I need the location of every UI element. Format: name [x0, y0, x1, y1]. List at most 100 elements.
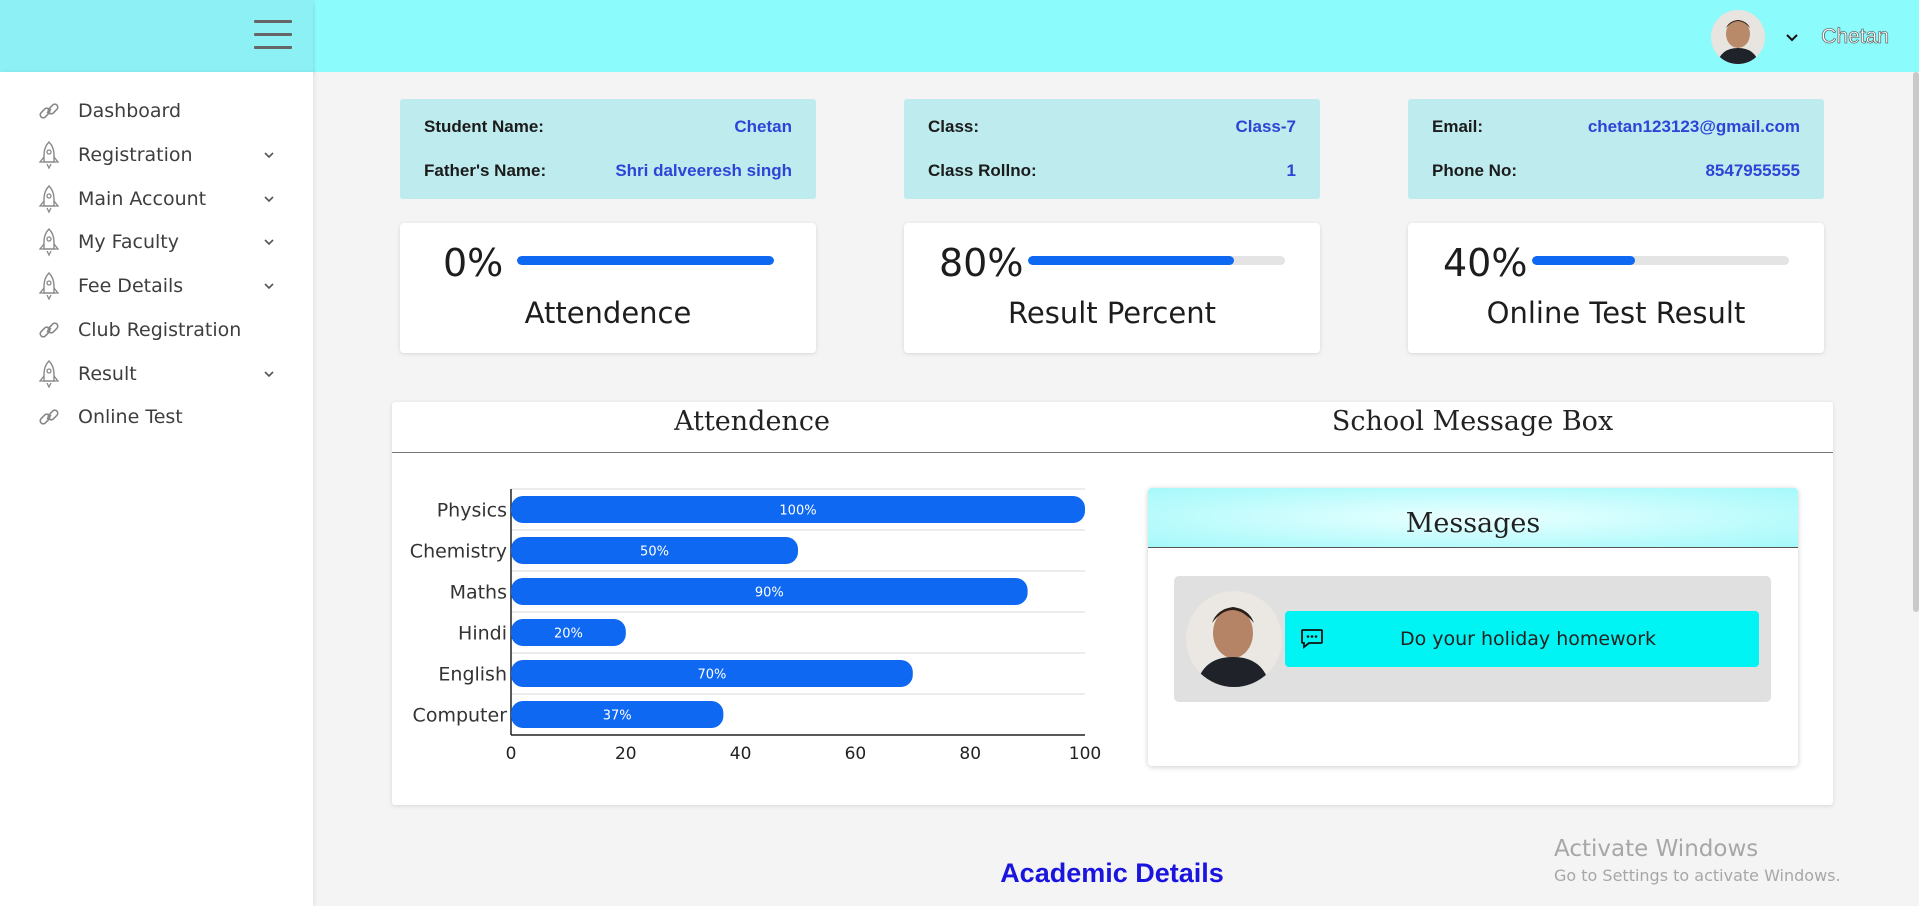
info-value: Shri dalveeresh singh: [615, 161, 792, 180]
hamburger-menu-icon[interactable]: [254, 20, 292, 50]
x-tick-label: 0: [506, 744, 517, 764]
info-row: Email: chetan123123@gmail.com: [1432, 116, 1800, 138]
avatar[interactable]: [1711, 10, 1766, 64]
chevron-down-icon[interactable]: [262, 148, 276, 162]
stat-value: 40%: [1443, 241, 1528, 285]
data-label: 50%: [640, 545, 669, 560]
sidebar-item-fee-details[interactable]: Fee Details: [36, 268, 276, 304]
chevron-down-icon[interactable]: [262, 192, 276, 206]
sidebar-item-club-registration[interactable]: Club Registration: [36, 312, 276, 348]
info-row: Student Name: Chetan: [424, 116, 792, 138]
result-percent-stat-card: 80% Result Percent: [904, 223, 1320, 353]
category-label: English: [438, 664, 507, 686]
bar: [511, 496, 1085, 523]
category-label: Physics: [437, 500, 507, 522]
sidebar-item-my-faculty[interactable]: My Faculty: [36, 224, 276, 260]
vertical-scrollbar[interactable]: [1913, 72, 1919, 612]
bar: [511, 537, 798, 564]
sidebar-item-registration[interactable]: Registration: [36, 137, 276, 173]
sidebar-item-label: Registration: [78, 144, 193, 166]
sidebar-item-label: Online Test: [78, 406, 183, 428]
top-header: [0, 0, 1919, 72]
data-label: 90%: [755, 586, 784, 601]
contact-info-card: Email: chetan123123@gmail.com Phone No: …: [1408, 99, 1824, 199]
sidebar-item-main-account[interactable]: Main Account: [36, 181, 276, 217]
bar: [511, 578, 1028, 605]
info-label: Father's Name:: [424, 161, 547, 180]
message-item[interactable]: Do your holiday homework: [1174, 576, 1771, 702]
x-tick-label: 20: [615, 744, 637, 764]
attendence-stat-card: 0% Attendence: [400, 223, 816, 353]
data-label: 20%: [554, 627, 583, 642]
online-test-stat-card: 40% Online Test Result: [1408, 223, 1824, 353]
progress-bar: [517, 256, 774, 265]
sidebar-header: [0, 0, 313, 72]
info-value: Class-7: [1235, 117, 1296, 136]
progress-bar: [1028, 256, 1285, 265]
x-tick-label: 80: [959, 744, 981, 764]
info-value: chetan123123@gmail.com: [1587, 117, 1800, 136]
rocket-icon: [36, 272, 62, 301]
chevron-down-icon[interactable]: [262, 279, 276, 293]
message-bubble[interactable]: Do your holiday homework: [1285, 611, 1759, 667]
bar: [511, 619, 626, 646]
x-tick-label: 100: [1069, 744, 1101, 764]
bar: [511, 660, 913, 687]
messages-box: Messages Do your holiday homework: [1148, 488, 1798, 766]
stat-label: Result Percent: [1008, 296, 1216, 330]
sidebar-item-dashboard[interactable]: Dashboard: [36, 93, 276, 129]
sidebar-item-label: Fee Details: [78, 275, 184, 297]
sidebar-item-label: Dashboard: [78, 100, 182, 122]
category-label: Maths: [450, 582, 507, 604]
stat-value: 80%: [939, 241, 1024, 285]
data-label: 37%: [603, 709, 632, 724]
watermark-line2: Go to Settings to activate Windows.: [1554, 866, 1841, 885]
data-label: 70%: [697, 668, 726, 683]
avatar: [1186, 591, 1282, 687]
x-tick-label: 40: [730, 744, 752, 764]
info-row: Phone No: 8547955555: [1432, 160, 1800, 182]
stat-label: Online Test Result: [1486, 296, 1746, 330]
rocket-icon: [36, 141, 62, 170]
info-label: Class Rollno:: [928, 161, 1037, 180]
message-box-title: School Message Box: [1331, 406, 1614, 437]
link-icon: [36, 98, 62, 124]
messages-title: Messages: [1405, 508, 1541, 539]
stat-value: 0%: [443, 241, 504, 285]
windows-activation-watermark: Activate Windows Go to Settings to activ…: [1554, 836, 1841, 885]
info-row: Class: Class-7: [928, 116, 1296, 138]
info-label: Student Name:: [424, 117, 544, 136]
sidebar-item-online-test[interactable]: Online Test: [36, 399, 276, 435]
divider: [392, 452, 1833, 453]
sidebar-item-label: Main Account: [78, 188, 207, 210]
info-row: Father's Name: Shri dalveeresh singh: [424, 160, 792, 182]
stat-label: Attendence: [524, 296, 692, 330]
link-icon: [36, 404, 62, 430]
message-text: Do your holiday homework: [1399, 628, 1657, 650]
rocket-icon: [36, 360, 62, 389]
user-name[interactable]: Chetan: [1821, 25, 1889, 49]
chevron-down-icon[interactable]: [1785, 30, 1799, 44]
link-icon: [36, 317, 62, 343]
info-label: Class:: [928, 117, 980, 136]
info-value: 1: [1286, 161, 1296, 180]
category-label: Chemistry: [410, 541, 507, 563]
info-row: Class Rollno: 1: [928, 160, 1296, 182]
progress-bar: [1532, 256, 1789, 265]
chevron-down-icon[interactable]: [262, 235, 276, 249]
chevron-down-icon[interactable]: [262, 367, 276, 381]
sidebar-item-result[interactable]: Result: [36, 356, 276, 392]
bar: [511, 701, 724, 728]
data-label: 100%: [779, 504, 816, 519]
messages-header: Messages: [1148, 488, 1798, 548]
academic-details-title: Academic Details: [1000, 858, 1224, 888]
category-label: Hindi: [458, 623, 507, 645]
info-value: 8547955555: [1705, 161, 1800, 180]
info-label: Email:: [1432, 117, 1484, 136]
info-label: Phone No:: [1432, 161, 1517, 180]
sidebar-item-label: My Faculty: [78, 231, 179, 253]
attendence-bar-chart: Physics 100% Chemistry 50% Maths 90% Hindi 20% E…: [410, 488, 1101, 764]
sidebar-item-label: Result: [78, 363, 137, 385]
user-menu[interactable]: Chetan: [1711, 10, 1889, 64]
student-info-card: Student Name: Chetan Father's Name: Shri…: [400, 99, 816, 199]
